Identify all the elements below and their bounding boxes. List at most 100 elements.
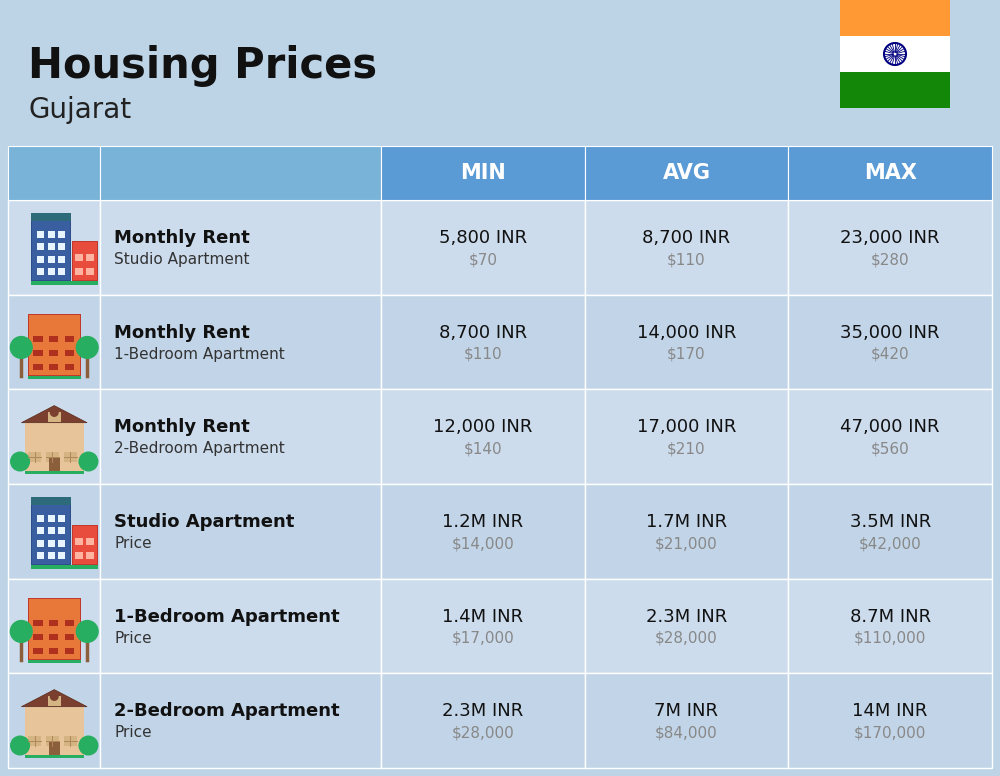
Bar (100, 146, 381, 200)
Bar (37, 553, 44, 559)
Bar (49, 620, 58, 626)
Bar (28, 736, 41, 746)
Bar (33, 336, 43, 342)
Circle shape (11, 736, 29, 755)
Bar (73, 526, 97, 564)
Bar (58, 256, 65, 263)
Text: $28,000: $28,000 (655, 631, 718, 646)
Bar (37, 268, 44, 275)
Bar (31, 282, 98, 286)
Text: 2.3M INR: 2.3M INR (442, 702, 523, 720)
Bar (48, 553, 55, 559)
Text: 1-Bedroom Apartment: 1-Bedroom Apartment (114, 608, 340, 625)
Text: 1-Bedroom Apartment: 1-Bedroom Apartment (114, 347, 285, 362)
Bar (65, 336, 74, 342)
Text: 2-Bedroom Apartment: 2-Bedroom Apartment (114, 442, 285, 456)
Bar (8, 390, 100, 484)
Bar (48, 696, 61, 706)
Bar (788, 674, 992, 768)
Text: Price: Price (114, 631, 152, 646)
Bar (788, 200, 992, 295)
Bar (8, 579, 100, 674)
Bar (381, 579, 585, 674)
Text: $170,000: $170,000 (854, 726, 926, 740)
Bar (8, 200, 100, 295)
Bar (33, 634, 43, 640)
Bar (49, 336, 58, 342)
Bar (31, 497, 71, 505)
Text: MAX: MAX (864, 163, 917, 183)
Circle shape (50, 408, 59, 417)
Bar (37, 515, 44, 522)
Bar (49, 741, 60, 755)
Bar (381, 295, 585, 390)
Bar (48, 413, 61, 422)
Text: Gujarat: Gujarat (28, 96, 131, 124)
Bar (28, 314, 81, 376)
Text: $28,000: $28,000 (451, 726, 514, 740)
Circle shape (50, 692, 59, 701)
Bar (32, 214, 70, 280)
Bar (49, 350, 58, 356)
Bar (8, 146, 100, 200)
Bar (48, 528, 55, 535)
Bar (8, 674, 100, 768)
Bar (65, 620, 74, 626)
Bar (37, 528, 44, 535)
Text: $84,000: $84,000 (655, 726, 718, 740)
Text: Monthly Rent: Monthly Rent (114, 418, 250, 436)
Bar (46, 452, 59, 462)
Bar (100, 200, 381, 295)
Text: 14,000 INR: 14,000 INR (637, 324, 736, 341)
Text: $110,000: $110,000 (854, 631, 926, 646)
Bar (8, 484, 100, 579)
Bar (37, 231, 44, 238)
Text: $560: $560 (871, 442, 910, 456)
Bar (37, 244, 44, 251)
Text: 5,800 INR: 5,800 INR (439, 229, 527, 247)
Text: Monthly Rent: Monthly Rent (114, 229, 250, 247)
Bar (788, 146, 992, 200)
Text: 17,000 INR: 17,000 INR (637, 418, 736, 436)
Bar (33, 364, 43, 370)
Bar (100, 484, 381, 579)
Text: 23,000 INR: 23,000 INR (840, 229, 940, 247)
Bar (86, 254, 94, 261)
Bar (585, 674, 788, 768)
Bar (585, 390, 788, 484)
Bar (840, 0, 950, 36)
Bar (381, 146, 585, 200)
Bar (25, 471, 84, 474)
Text: 7M INR: 7M INR (654, 702, 718, 720)
Bar (37, 540, 44, 547)
Polygon shape (21, 406, 87, 423)
Bar (25, 755, 84, 758)
Text: MIN: MIN (460, 163, 506, 183)
Bar (28, 598, 81, 660)
Bar (58, 540, 65, 547)
Text: 14M INR: 14M INR (852, 702, 928, 720)
Bar (381, 484, 585, 579)
Text: AVG: AVG (662, 163, 710, 183)
Bar (33, 648, 43, 654)
Text: $280: $280 (871, 252, 909, 267)
Text: $140: $140 (463, 442, 502, 456)
Text: Price: Price (114, 536, 152, 551)
Bar (585, 200, 788, 295)
Text: $110: $110 (463, 347, 502, 362)
Text: 3.5M INR: 3.5M INR (850, 513, 931, 531)
Text: 1.2M INR: 1.2M INR (442, 513, 523, 531)
Bar (49, 457, 60, 471)
Bar (100, 390, 381, 484)
Bar (48, 540, 55, 547)
Bar (840, 36, 950, 72)
Text: $21,000: $21,000 (655, 536, 718, 551)
Bar (33, 620, 43, 626)
Bar (72, 525, 98, 566)
Bar (29, 315, 80, 375)
Bar (788, 390, 992, 484)
Bar (46, 736, 59, 746)
Bar (75, 268, 83, 275)
Circle shape (76, 621, 98, 643)
Bar (8, 295, 100, 390)
